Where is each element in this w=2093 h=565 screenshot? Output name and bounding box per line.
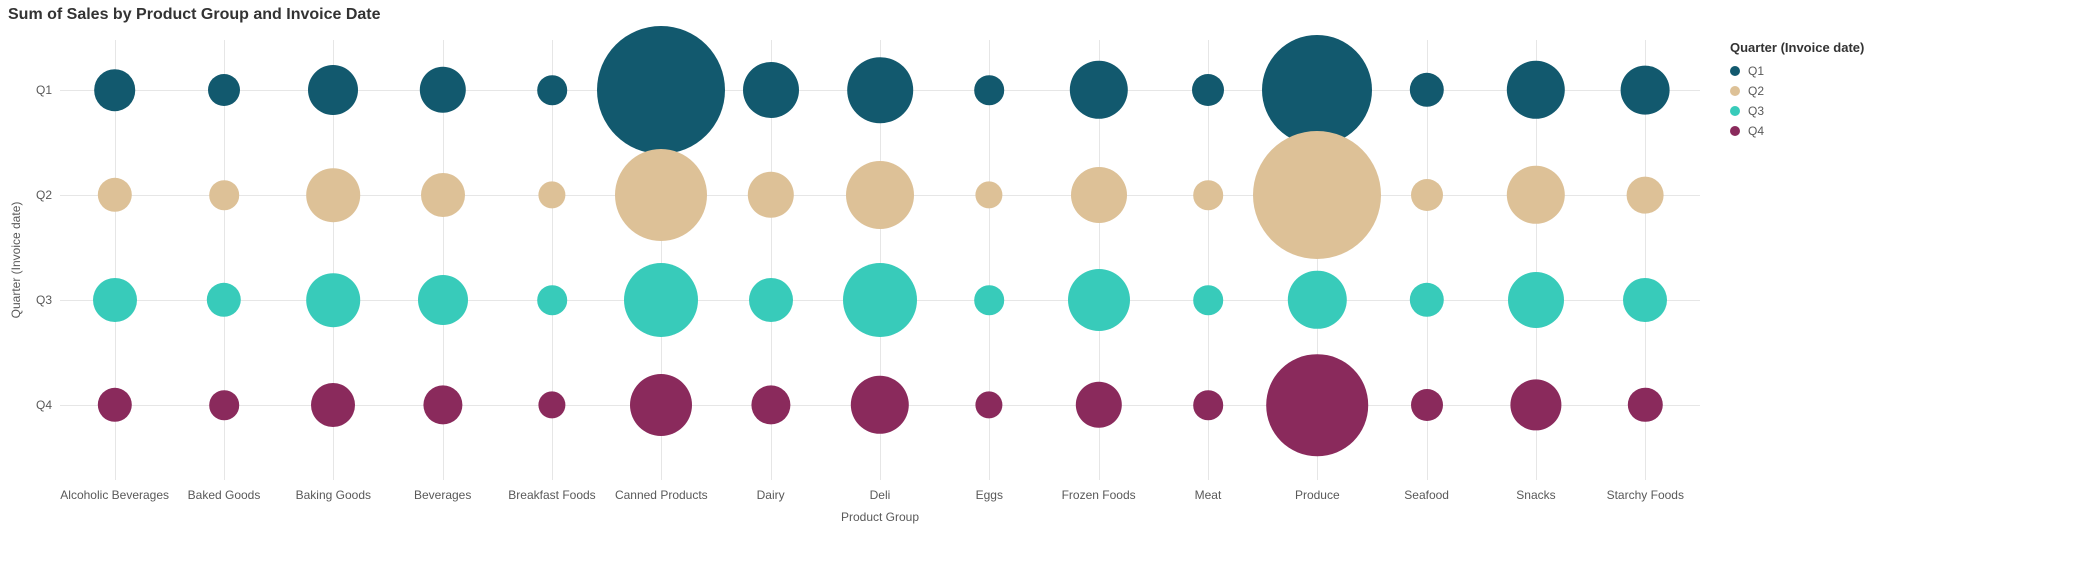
bubble[interactable]	[1069, 61, 1127, 119]
bubble[interactable]	[749, 278, 793, 322]
bubble[interactable]	[97, 178, 131, 212]
bubble[interactable]	[624, 263, 698, 337]
y-tick-label: Q3	[36, 293, 52, 307]
x-tick-label: Dairy	[757, 488, 785, 502]
legend-label: Q4	[1748, 121, 1764, 141]
bubble[interactable]	[97, 388, 131, 422]
x-tick-label: Canned Products	[615, 488, 708, 502]
legend-item[interactable]: Q1	[1730, 61, 1864, 81]
x-tick-label: Produce	[1295, 488, 1340, 502]
x-tick-label: Beverages	[414, 488, 471, 502]
bubble[interactable]	[418, 275, 468, 325]
bubble[interactable]	[1193, 390, 1223, 420]
bubble[interactable]	[851, 376, 909, 434]
bubble[interactable]	[538, 391, 565, 418]
bubble[interactable]	[846, 161, 914, 229]
legend-swatch	[1730, 106, 1740, 116]
bubble[interactable]	[1409, 283, 1443, 317]
bubble[interactable]	[1507, 166, 1565, 224]
bubble[interactable]	[1193, 180, 1223, 210]
x-tick-label: Baked Goods	[188, 488, 261, 502]
chart-container: Sum of Sales by Product Group and Invoic…	[0, 0, 2093, 565]
bubble[interactable]	[843, 263, 917, 337]
chart-title: Sum of Sales by Product Group and Invoic…	[8, 6, 381, 24]
bubble[interactable]	[1409, 73, 1443, 107]
legend-label: Q1	[1748, 61, 1764, 81]
bubble[interactable]	[847, 57, 913, 123]
x-tick-label: Eggs	[976, 488, 1003, 502]
bubble[interactable]	[1510, 379, 1561, 430]
bubble[interactable]	[1075, 382, 1121, 428]
bubble[interactable]	[615, 149, 707, 241]
bubble[interactable]	[1288, 271, 1346, 329]
bubble[interactable]	[1253, 131, 1381, 259]
bubble[interactable]	[1071, 167, 1127, 223]
bubble[interactable]	[1628, 388, 1662, 422]
bubble[interactable]	[1262, 35, 1372, 145]
legend-label: Q3	[1748, 101, 1764, 121]
x-tick-label: Frozen Foods	[1062, 488, 1136, 502]
legend: Quarter (Invoice date) Q1Q2Q3Q4	[1730, 40, 1864, 141]
bubble[interactable]	[307, 273, 361, 327]
x-axis-title: Product Group	[841, 510, 919, 524]
bubble[interactable]	[1623, 278, 1667, 322]
bubble[interactable]	[976, 391, 1003, 418]
bubble[interactable]	[311, 383, 355, 427]
bubble[interactable]	[1508, 272, 1564, 328]
bubble[interactable]	[421, 173, 465, 217]
x-tick-label: Starchy Foods	[1607, 488, 1684, 502]
bubble[interactable]	[1411, 389, 1443, 421]
x-tick-label: Alcoholic Beverages	[60, 488, 169, 502]
plot-area: Quarter (Invoice date) Product Group Q1Q…	[60, 40, 1700, 480]
bubble[interactable]	[597, 26, 725, 154]
bubble[interactable]	[1192, 74, 1224, 106]
x-tick-label: Deli	[870, 488, 891, 502]
legend-item[interactable]: Q4	[1730, 121, 1864, 141]
bubble[interactable]	[751, 385, 790, 424]
legend-item[interactable]: Q2	[1730, 81, 1864, 101]
bubble[interactable]	[419, 67, 465, 113]
bubble[interactable]	[1627, 177, 1664, 214]
bubble[interactable]	[976, 181, 1003, 208]
y-tick-label: Q2	[36, 188, 52, 202]
bubble[interactable]	[1193, 285, 1223, 315]
legend-swatch	[1730, 86, 1740, 96]
y-tick-label: Q4	[36, 398, 52, 412]
bubble[interactable]	[537, 75, 567, 105]
legend-item[interactable]: Q3	[1730, 101, 1864, 121]
bubble[interactable]	[1267, 354, 1369, 456]
legend-swatch	[1730, 66, 1740, 76]
bubble[interactable]	[747, 172, 793, 218]
bubble[interactable]	[1068, 269, 1130, 331]
legend-swatch	[1730, 126, 1740, 136]
x-tick-label: Meat	[1195, 488, 1222, 502]
bubble[interactable]	[743, 62, 799, 118]
y-axis-title: Quarter (Invoice date)	[9, 202, 23, 319]
bubble[interactable]	[538, 181, 565, 208]
bubble[interactable]	[209, 390, 239, 420]
bubble[interactable]	[975, 75, 1005, 105]
x-tick-label: Breakfast Foods	[508, 488, 595, 502]
x-tick-label: Snacks	[1516, 488, 1555, 502]
legend-label: Q2	[1748, 81, 1764, 101]
bubble[interactable]	[209, 180, 239, 210]
bubble[interactable]	[307, 168, 361, 222]
y-tick-label: Q1	[36, 83, 52, 97]
bubble[interactable]	[207, 283, 241, 317]
bubble[interactable]	[975, 285, 1005, 315]
bubble[interactable]	[423, 385, 462, 424]
legend-title: Quarter (Invoice date)	[1730, 40, 1864, 55]
bubble[interactable]	[537, 285, 567, 315]
bubble[interactable]	[208, 74, 240, 106]
bubble[interactable]	[1411, 179, 1443, 211]
bubble[interactable]	[630, 374, 692, 436]
bubble[interactable]	[94, 69, 136, 111]
bubble[interactable]	[93, 278, 137, 322]
x-tick-label: Seafood	[1404, 488, 1449, 502]
x-tick-label: Baking Goods	[296, 488, 371, 502]
bubble[interactable]	[1507, 61, 1565, 119]
bubble[interactable]	[1621, 66, 1670, 115]
bubble[interactable]	[308, 65, 358, 115]
